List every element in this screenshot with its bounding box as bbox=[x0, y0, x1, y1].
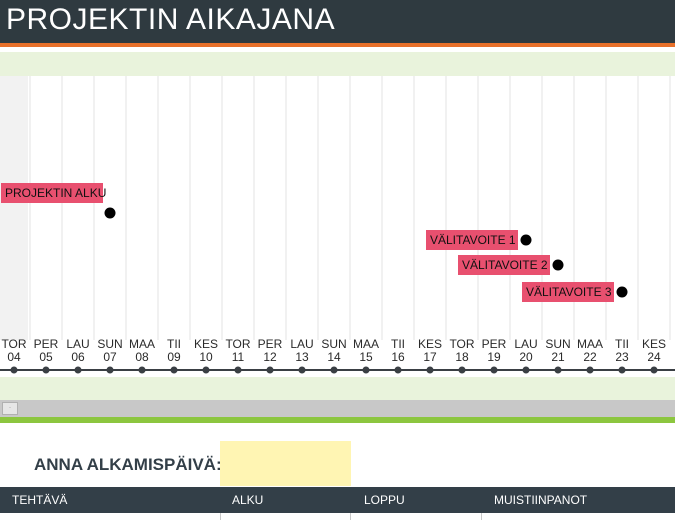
column-header-notes: MUISTIINPANOT bbox=[494, 493, 588, 507]
day-tick bbox=[394, 366, 402, 374]
day-tick bbox=[266, 366, 274, 374]
day-number: 14 bbox=[327, 350, 341, 364]
day-tick bbox=[362, 366, 370, 374]
day-label: SUN bbox=[321, 337, 346, 351]
day-tick bbox=[330, 366, 338, 374]
day-tick bbox=[10, 366, 18, 374]
day-tick bbox=[74, 366, 82, 374]
day-label: TII bbox=[391, 337, 405, 351]
day-label: PER bbox=[258, 337, 283, 351]
column-divider bbox=[350, 513, 351, 520]
day-label: TII bbox=[615, 337, 629, 351]
day-label: TOR bbox=[449, 337, 474, 351]
day-label: TII bbox=[167, 337, 181, 351]
day-number: 11 bbox=[232, 350, 245, 364]
day-tick bbox=[586, 366, 594, 374]
day-number: 20 bbox=[519, 350, 533, 364]
day-label: SUN bbox=[545, 337, 570, 351]
milestone-dot bbox=[616, 286, 628, 298]
day-label: MAA bbox=[129, 337, 155, 351]
top-band bbox=[0, 52, 675, 76]
day-number: 23 bbox=[615, 350, 629, 364]
day-label: KES bbox=[642, 337, 666, 351]
day-label: PER bbox=[482, 337, 507, 351]
page-title: PROJEKTIN AIKAJANA bbox=[6, 3, 336, 36]
day-label: MAA bbox=[353, 337, 379, 351]
milestone-label: VÄLITAVOITE 3 bbox=[526, 285, 612, 299]
day-number: 08 bbox=[135, 350, 149, 364]
day-number: 05 bbox=[39, 350, 53, 364]
milestone-dot bbox=[552, 259, 564, 271]
day-tick bbox=[618, 366, 626, 374]
table-header bbox=[0, 487, 675, 513]
milestone-label-box bbox=[458, 255, 550, 275]
day-number: 15 bbox=[359, 350, 373, 364]
day-label: PER bbox=[34, 337, 59, 351]
today-column-shade bbox=[0, 76, 28, 340]
milestone-dot bbox=[520, 234, 532, 246]
day-number: 09 bbox=[167, 350, 181, 364]
day-label: SUN bbox=[97, 337, 122, 351]
day-number: 24 bbox=[647, 350, 661, 364]
day-tick bbox=[650, 366, 658, 374]
day-number: 06 bbox=[71, 350, 85, 364]
milestone-label: PROJEKTIN ALKU bbox=[5, 186, 106, 200]
milestone-label-box bbox=[426, 230, 518, 250]
day-label: LAU bbox=[514, 337, 537, 351]
day-number: 10 bbox=[199, 350, 213, 364]
column-header-task: TEHTÄVÄ bbox=[12, 493, 68, 507]
day-tick bbox=[202, 366, 210, 374]
milestone-dot bbox=[104, 207, 116, 219]
scroll-thumb[interactable]: · bbox=[2, 402, 18, 415]
day-number: 13 bbox=[295, 350, 309, 364]
day-tick bbox=[106, 366, 114, 374]
day-number: 22 bbox=[583, 350, 597, 364]
milestone-label: VÄLITAVOITE 2 bbox=[462, 258, 548, 272]
day-label: LAU bbox=[66, 337, 89, 351]
table-row[interactable] bbox=[0, 513, 675, 520]
day-number: 17 bbox=[423, 350, 437, 364]
day-number: 07 bbox=[103, 350, 117, 364]
accent-line bbox=[0, 43, 675, 47]
green-strip bbox=[0, 417, 675, 423]
day-label: TOR bbox=[1, 337, 26, 351]
day-tick bbox=[138, 366, 146, 374]
day-number: 21 bbox=[551, 350, 565, 364]
milestone-label-box bbox=[522, 282, 614, 302]
day-label: KES bbox=[194, 337, 218, 351]
column-divider bbox=[220, 513, 221, 520]
column-header-start: ALKU bbox=[232, 493, 264, 507]
day-number: 04 bbox=[7, 350, 21, 364]
day-label: MAA bbox=[577, 337, 603, 351]
day-tick bbox=[42, 366, 50, 374]
day-tick bbox=[170, 366, 178, 374]
day-tick bbox=[490, 366, 498, 374]
milestone-label: VÄLITAVOITE 1 bbox=[430, 233, 516, 247]
column-header-end: LOPPU bbox=[364, 493, 405, 507]
timeline-chart: TOR04PER05LAU06SUN07MAA08TII09KES10TOR11… bbox=[0, 76, 675, 374]
day-number: 12 bbox=[263, 350, 277, 364]
day-label: TOR bbox=[225, 337, 250, 351]
day-tick bbox=[522, 366, 530, 374]
day-tick bbox=[458, 366, 466, 374]
start-date-input[interactable] bbox=[220, 441, 351, 486]
milestone-label-box bbox=[1, 183, 103, 203]
horizontal-scrollbar[interactable] bbox=[0, 400, 675, 417]
day-number: 16 bbox=[391, 350, 405, 364]
column-divider bbox=[481, 513, 482, 520]
day-number: 18 bbox=[455, 350, 469, 364]
day-tick bbox=[554, 366, 562, 374]
bottom-band bbox=[0, 377, 675, 401]
day-label: LAU bbox=[290, 337, 313, 351]
title-bar: PROJEKTIN AIKAJANA bbox=[0, 0, 675, 43]
day-tick bbox=[426, 366, 434, 374]
day-tick bbox=[298, 366, 306, 374]
day-label: KES bbox=[418, 337, 442, 351]
start-date-label: ANNA ALKAMISPÄIVÄ: bbox=[34, 455, 222, 474]
day-number: 19 bbox=[487, 350, 501, 364]
day-tick bbox=[234, 366, 242, 374]
